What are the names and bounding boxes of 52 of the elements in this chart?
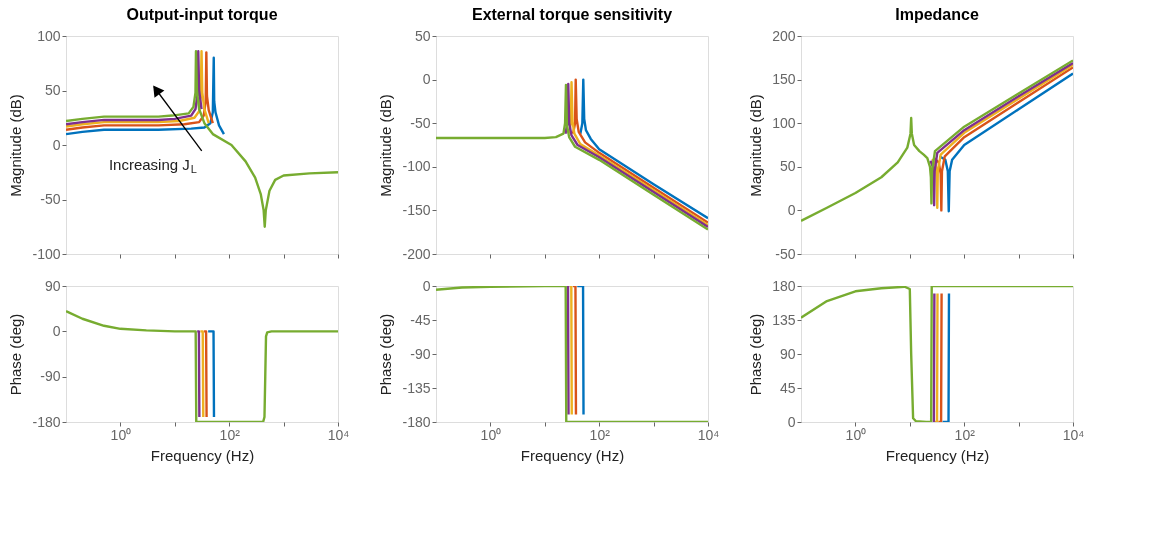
x-tick-label: 10⁴ — [1062, 426, 1085, 443]
chart-title: Impedance — [895, 6, 979, 23]
x-axis-title: Frequency (Hz) — [885, 446, 990, 464]
y-axis-title: Magnitude (dB) — [377, 94, 395, 197]
y-tick-label: -50 — [410, 114, 431, 131]
y-tick-label: 180 — [772, 277, 796, 294]
y-tick-label: 0 — [52, 136, 61, 153]
y-tick-label: -180 — [402, 413, 431, 430]
y-tick-label: 50 — [44, 82, 61, 98]
y-tick-label: 90 — [779, 345, 796, 362]
y-axis-title: Magnitude (dB) — [7, 94, 25, 197]
y-tick-label: 0 — [787, 413, 796, 430]
y-tick-label: -100 — [402, 158, 431, 175]
chart-title: External torque sensitivity — [471, 6, 673, 23]
x-tick-label: 10⁴ — [697, 426, 720, 443]
y-tick-label: 0 — [787, 201, 796, 218]
x-tick-label: 10² — [954, 426, 976, 443]
chart-title: Output-input torque — [126, 6, 278, 23]
y-tick-label: -180 — [32, 413, 61, 430]
y-tick-label: -90 — [410, 345, 431, 362]
x-tick-label: 10⁴ — [327, 426, 350, 443]
x-tick-label: 10⁰ — [845, 426, 867, 443]
x-axis-title: Frequency (Hz) — [520, 446, 625, 464]
y-tick-label: 150 — [772, 71, 796, 88]
y-axis-title: Phase (deg) — [7, 313, 25, 396]
y-tick-label: -90 — [40, 368, 61, 385]
y-tick-label: 135 — [772, 311, 796, 328]
y-tick-label: -135 — [402, 379, 431, 396]
y-tick-label: 0 — [52, 322, 61, 339]
x-axis-title: Frequency (Hz) — [150, 446, 255, 464]
y-tick-label: 90 — [44, 277, 61, 294]
y-tick-label: 0 — [422, 71, 431, 88]
y-axis-title: Phase (deg) — [747, 313, 765, 396]
y-axis-title: Magnitude (dB) — [747, 94, 765, 197]
y-tick-label: -45 — [410, 311, 431, 328]
x-tick-label: 10² — [589, 426, 611, 443]
y-tick-label: 0 — [422, 277, 431, 294]
y-tick-label: -200 — [402, 245, 431, 262]
y-tick-label: 50 — [779, 158, 796, 175]
y-tick-label: -50 — [775, 245, 796, 262]
y-tick-label: 200 — [772, 27, 796, 44]
y-tick-label: 100 — [772, 114, 796, 131]
y-tick-label: -100 — [32, 245, 61, 262]
x-tick-label: 10² — [219, 426, 241, 443]
y-tick-label: -150 — [402, 201, 431, 218]
x-tick-label: 10⁰ — [110, 426, 132, 443]
y-tick-label: 50 — [414, 27, 431, 44]
x-tick-label: 10⁰ — [480, 426, 502, 443]
y-axis-title: Phase (deg) — [377, 313, 395, 396]
y-tick-label: -50 — [40, 191, 61, 207]
y-tick-label: 45 — [779, 379, 796, 396]
y-tick-label: 100 — [37, 27, 61, 44]
